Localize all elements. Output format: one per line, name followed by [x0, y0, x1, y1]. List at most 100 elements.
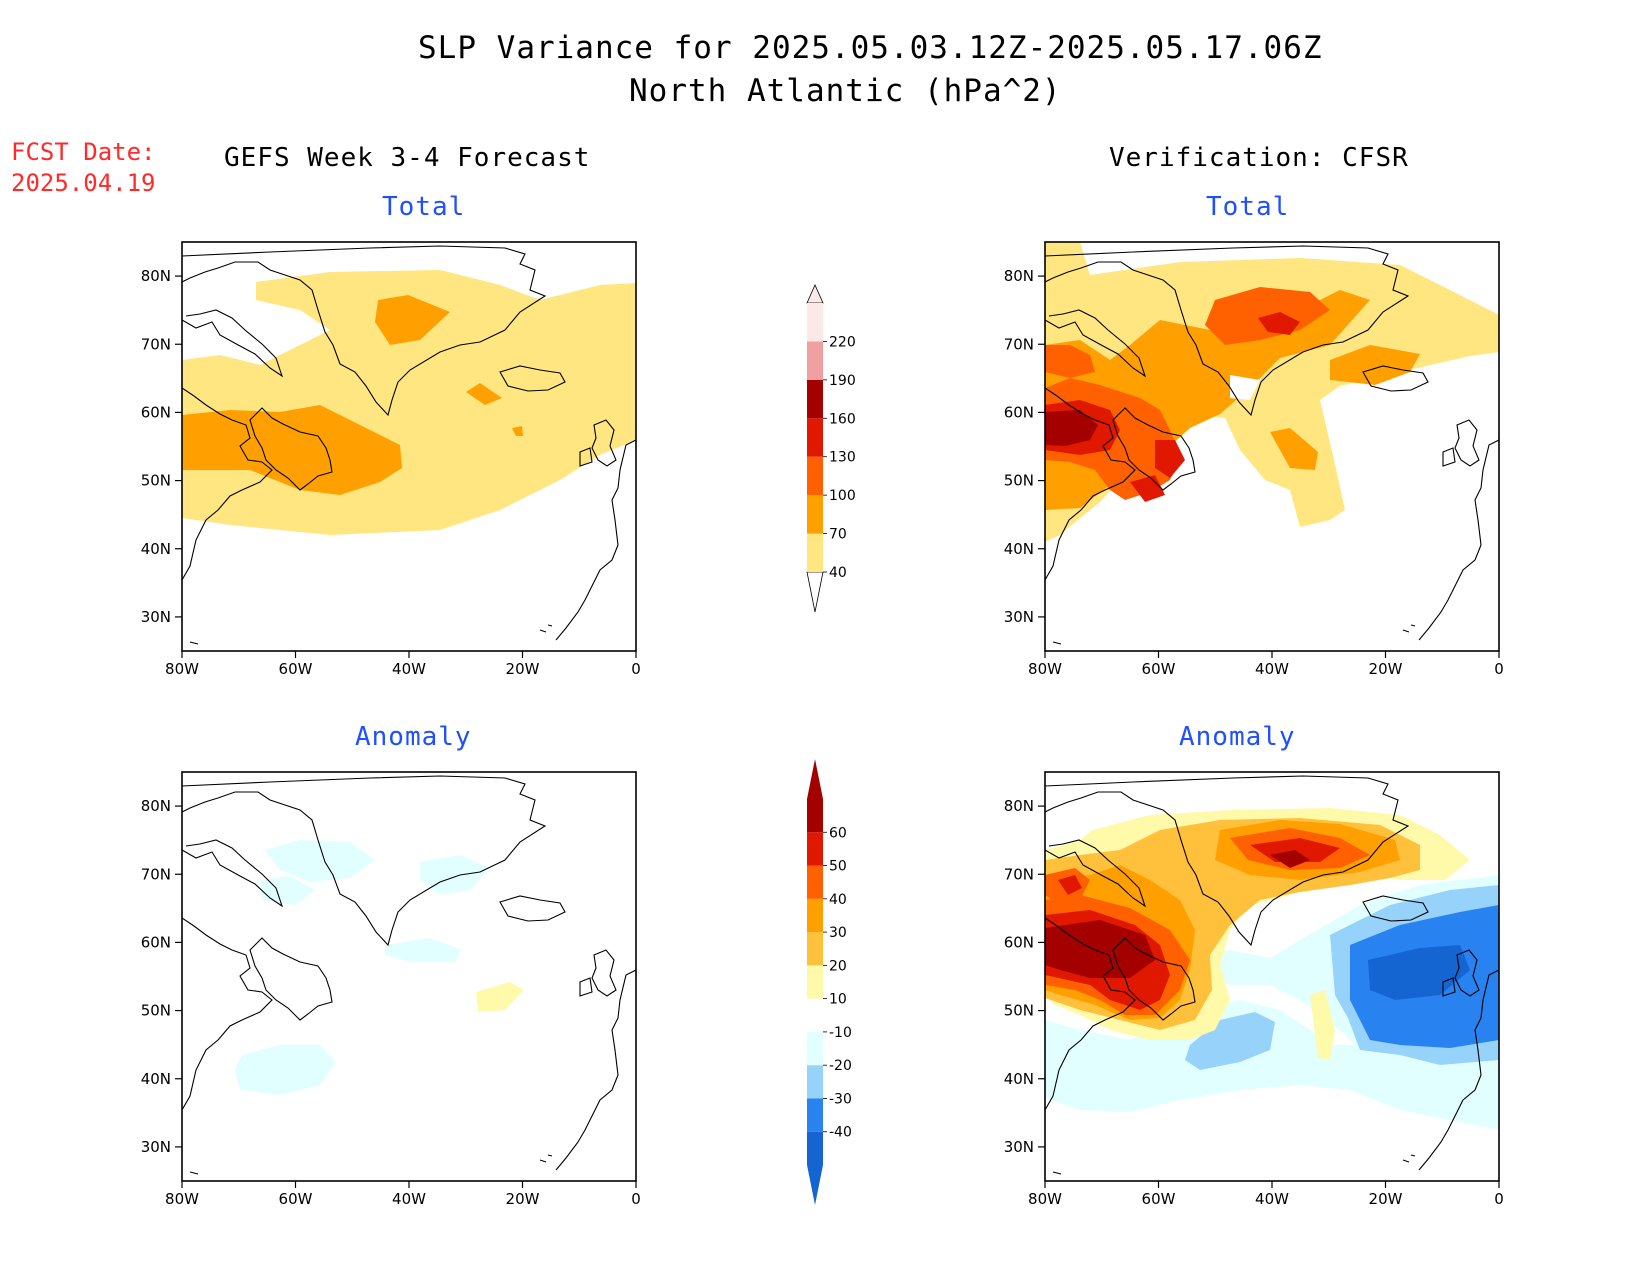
lon-tick-label: 20W [1369, 1190, 1403, 1208]
lat-tick-label: 70N [141, 865, 171, 883]
lat-tick-label: 70N [1004, 865, 1034, 883]
lat-tick-label: 40N [1004, 1070, 1034, 1088]
lon-tick-label: 40W [1255, 660, 1289, 678]
verification-anomaly-map [1044, 771, 1500, 1182]
colorbar-swatch [807, 1065, 823, 1099]
lat-tick-label: 30N [141, 608, 171, 626]
colorbar-label: 100 [829, 488, 856, 504]
map-axes: 80W 60W 40W 20W 0 80N 70N 60N 50N 40N 30N 80W 60W 40W… [141, 267, 1504, 1208]
verification-total-coastline [1045, 245, 1499, 645]
lat-tick-label: 50N [141, 1002, 171, 1020]
lat-tick-label: 70N [141, 335, 171, 353]
colorbar-swatch [807, 533, 823, 572]
lat-tick-label: 30N [1004, 1138, 1034, 1156]
colorbar-label: 60 [829, 825, 847, 841]
lon-tick-label: 80W [165, 1190, 199, 1208]
left-column-title: GEFS Week 3-4 Forecast [224, 143, 591, 173]
lon-tick-label: 0 [631, 660, 641, 678]
lon-tick-label: 20W [506, 1190, 540, 1208]
colorbar-label: 160 [829, 411, 856, 427]
forecast-total-map [181, 241, 637, 652]
colorbar-bottom-tip [807, 1165, 823, 1205]
colorbar-label: 10 [829, 992, 847, 1008]
colorbar-swatch [807, 865, 823, 899]
colorbar-label: 30 [829, 925, 847, 941]
verification-anomaly-label: Anomaly [1179, 722, 1296, 752]
verification-total-map [1044, 241, 1500, 652]
lat-tick-label: 40N [141, 1070, 171, 1088]
colorbar-swatch [807, 303, 823, 342]
colorbar-swatch [807, 379, 823, 419]
lat-tick-label: 60N [141, 403, 171, 421]
colorbar-label: 20 [829, 958, 847, 974]
lat-tick-label: 80N [141, 267, 171, 285]
lon-tick-label: 80W [1028, 660, 1062, 678]
colorbar-swatch [807, 495, 823, 534]
colorbar-swatch [807, 1098, 823, 1132]
forecast-anomaly-shading [235, 840, 524, 1095]
lon-tick-label: 60W [1142, 660, 1176, 678]
lon-tick-label: 20W [1369, 660, 1403, 678]
forecast-total-coastline [182, 245, 636, 645]
verification-total-label: Total [1206, 192, 1290, 222]
colorbar-label: 40 [829, 892, 847, 908]
lat-tick-label: 60N [1004, 933, 1034, 951]
verification-anomaly-shading [1045, 808, 1499, 1130]
forecast-total-label: Total [382, 192, 466, 222]
lat-tick-label: 80N [1004, 267, 1034, 285]
colorbar-swatch [807, 932, 823, 966]
colorbar-top-tip [806, 284, 824, 304]
fcst-date: 2025.04.19 [11, 169, 156, 197]
colorbar-swatch [807, 799, 823, 833]
lat-tick-label: 60N [1004, 403, 1034, 421]
lon-tick-label: 0 [1494, 1190, 1504, 1208]
colorbar-top-tip [807, 759, 823, 799]
lon-tick-label: 40W [392, 660, 426, 678]
forecast-total-shading [182, 270, 636, 535]
fcst-label: FCST Date: [11, 138, 156, 166]
lon-tick-label: 40W [392, 1190, 426, 1208]
colorbar-anomaly: -40 -30 -20 -10 10 20 30 40 50 60 [807, 759, 852, 1205]
lat-tick-label: 40N [1004, 540, 1034, 558]
lat-tick-label: 70N [1004, 335, 1034, 353]
colorbar-swatch [807, 998, 823, 1032]
lon-tick-label: 20W [506, 660, 540, 678]
colorbar-swatch [807, 456, 823, 496]
lat-tick-label: 50N [1004, 472, 1034, 490]
lon-tick-label: 80W [1028, 1190, 1062, 1208]
verification-anomaly-coastline [1045, 775, 1499, 1175]
title-line-2: North Atlantic (hPa^2) [629, 73, 1062, 109]
colorbar-swatch [807, 418, 823, 457]
colorbar-bottom-tip [806, 571, 824, 613]
forecast-anomaly-map [181, 771, 637, 1182]
colorbar-label: -10 [829, 1025, 852, 1041]
title-line-1: SLP Variance for 2025.05.03.12Z-2025.05.… [418, 30, 1323, 66]
colorbar-label: 190 [829, 373, 856, 389]
lon-tick-label: 60W [279, 660, 313, 678]
lon-tick-label: 0 [631, 1190, 641, 1208]
colorbar-swatch [807, 965, 823, 999]
right-column-title: Verification: CFSR [1109, 143, 1409, 173]
colorbar-swatch [807, 898, 823, 933]
colorbar-label: 130 [829, 450, 856, 466]
colorbar-label: -30 [829, 1091, 852, 1107]
forecast-anomaly-label: Anomaly [355, 722, 472, 752]
colorbar-label: 220 [829, 334, 856, 350]
forecast-anomaly-coastline [182, 775, 636, 1175]
lat-tick-label: 50N [1004, 1002, 1034, 1020]
lon-tick-label: 40W [1255, 1190, 1289, 1208]
lat-tick-label: 60N [141, 933, 171, 951]
colorbar-label: -20 [829, 1058, 852, 1074]
lat-tick-label: 30N [141, 1138, 171, 1156]
colorbar-label: 40 [829, 565, 847, 581]
colorbar-swatch [807, 1131, 823, 1165]
lat-tick-label: 50N [141, 472, 171, 490]
colorbar-swatch [807, 832, 823, 866]
lon-tick-label: 60W [1142, 1190, 1176, 1208]
colorbar-label: 50 [829, 859, 847, 875]
colorbar-swatch [807, 341, 823, 380]
lat-tick-label: 80N [141, 797, 171, 815]
lon-tick-label: 0 [1494, 660, 1504, 678]
lat-tick-label: 40N [141, 540, 171, 558]
colorbar-swatch [807, 1031, 823, 1066]
